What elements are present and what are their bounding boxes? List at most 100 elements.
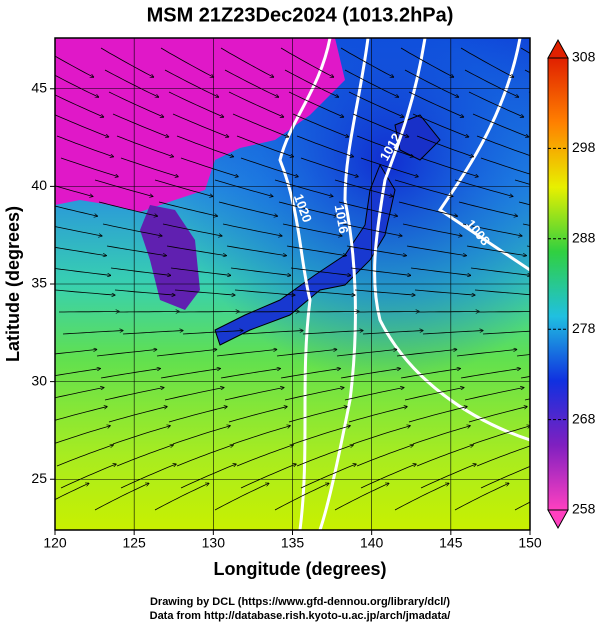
streamline (168, 407, 227, 423)
streamline (286, 245, 346, 256)
streamline (482, 330, 530, 335)
contour-label: 1016 (332, 204, 352, 235)
streamline (396, 350, 457, 357)
streamline (176, 135, 233, 157)
streamline (100, 369, 160, 379)
streamline (464, 69, 519, 97)
streamline (280, 47, 334, 77)
streamline (220, 47, 274, 77)
streamline (274, 483, 329, 511)
streamline (352, 426, 410, 445)
streamline (280, 369, 340, 379)
streamline (294, 289, 355, 295)
y-axis-label: Latitude (degrees) (3, 206, 23, 362)
footer-line: Drawing by DCL (https://www.gfd-dennou.o… (150, 596, 450, 608)
streamline (160, 369, 220, 379)
streamline (514, 179, 530, 185)
colorbar-tick-label: 288 (572, 230, 596, 246)
streamline (55, 226, 102, 236)
streamline (356, 445, 413, 467)
streamline (302, 331, 363, 335)
streamline (460, 369, 520, 379)
streamline (55, 426, 110, 444)
streamline (352, 113, 409, 137)
streamline (55, 483, 89, 501)
streamline (168, 91, 224, 117)
streamline (112, 426, 170, 445)
streamline (466, 245, 526, 256)
streamline (114, 289, 175, 295)
streamline (480, 466, 530, 489)
streamline (479, 311, 530, 313)
streamline (400, 47, 454, 77)
streamline (344, 388, 404, 401)
streamline (226, 245, 286, 256)
x-tick-label: 140 (360, 535, 384, 551)
x-tick-label: 135 (281, 535, 305, 551)
streamline (242, 331, 303, 335)
colorbar-tick-label: 298 (572, 139, 596, 155)
streamline (292, 113, 349, 137)
colorbar-tick-label: 268 (572, 410, 596, 426)
streamline (296, 445, 353, 467)
streamline (340, 47, 394, 77)
streamline (214, 179, 273, 196)
streamline (456, 350, 517, 357)
streamline (166, 245, 226, 256)
streamline (180, 157, 238, 177)
streamline (116, 445, 173, 467)
streamline (356, 135, 413, 157)
streamline (55, 289, 115, 295)
streamline (164, 388, 224, 401)
isobars (278, 38, 530, 530)
x-axis-label: Longitude (degrees) (213, 559, 386, 579)
streamline (172, 113, 229, 137)
streamline (172, 426, 230, 445)
streamline (60, 157, 118, 177)
axes: 120 125 130 135 140 145 150 25 30 35 40 45 (31, 38, 542, 551)
streamline (232, 426, 290, 445)
streamline (122, 331, 183, 335)
streamline (422, 331, 483, 335)
streamline (340, 369, 400, 379)
streamline (284, 388, 344, 401)
streamline (292, 426, 350, 445)
streamline (236, 135, 293, 157)
y-tick-label: 30 (31, 372, 47, 388)
streamline (408, 407, 467, 423)
streamline (170, 267, 231, 275)
streamline (516, 354, 530, 357)
streamline (236, 445, 293, 467)
streamline (334, 179, 393, 196)
streamline (104, 69, 159, 97)
streamline (468, 407, 527, 423)
streamline (406, 245, 466, 256)
streamline (162, 223, 222, 236)
streamline (154, 483, 209, 511)
streamline (55, 388, 104, 399)
streamline (300, 464, 356, 489)
streamline (454, 483, 509, 511)
streamline (462, 223, 522, 236)
streamline (342, 223, 402, 236)
streamline (518, 201, 530, 206)
streamline (116, 135, 173, 157)
streamline (56, 135, 113, 157)
streamline (476, 135, 530, 157)
streamline (174, 289, 235, 295)
streamline (55, 55, 94, 77)
streamline (180, 464, 236, 489)
streamline (476, 445, 530, 467)
streamline (214, 483, 269, 511)
y-tick-label: 35 (31, 275, 47, 291)
streamline (119, 312, 179, 313)
footer-line: Data from http://database.rish.kyoto-u.a… (150, 610, 451, 622)
streamline (338, 201, 397, 216)
streamline (359, 312, 419, 313)
streamline (179, 312, 239, 313)
streamline (468, 91, 524, 117)
streamline (220, 369, 280, 379)
x-tick-label: 120 (43, 535, 67, 551)
title: MSM 21Z23Dec2024 (1013.2hPa) (147, 4, 454, 26)
